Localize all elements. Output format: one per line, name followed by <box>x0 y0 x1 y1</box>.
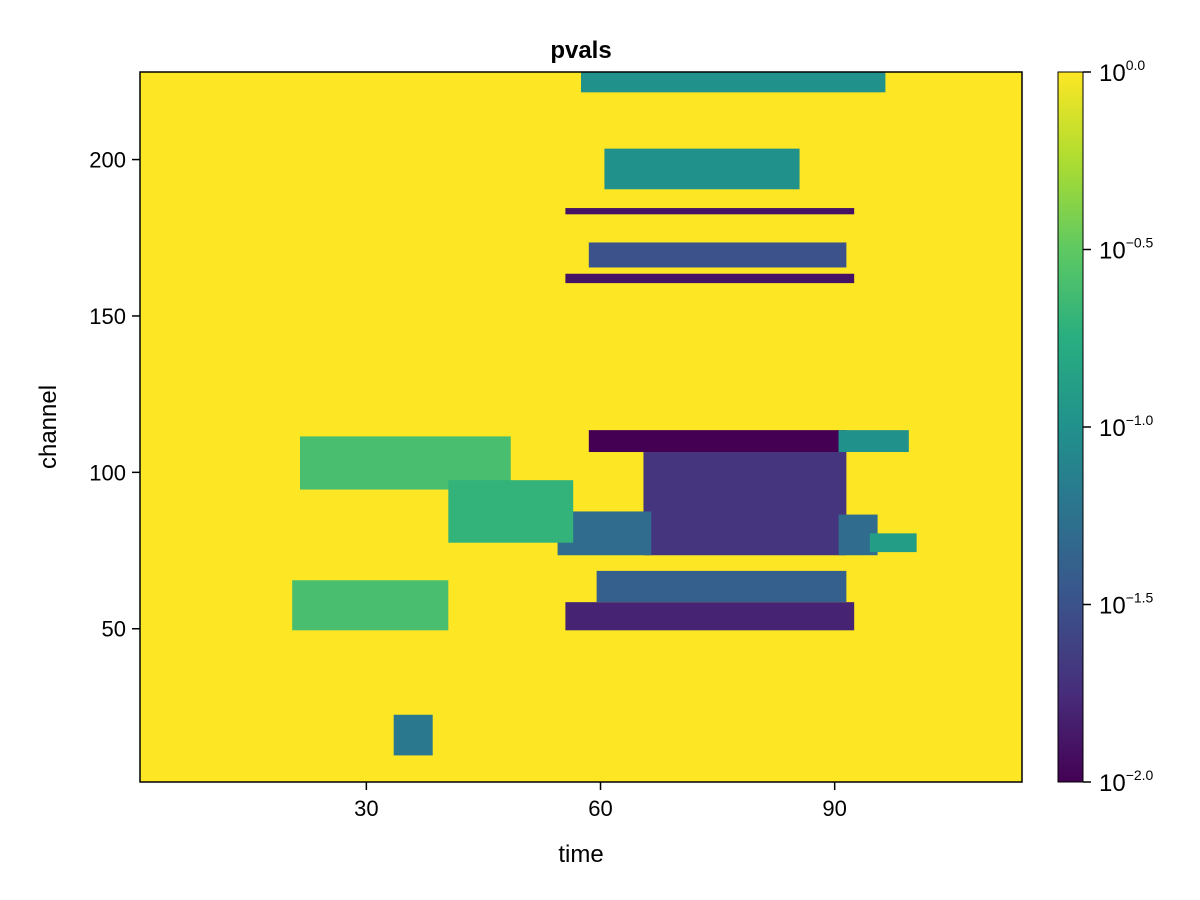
y-tick-label: 50 <box>102 617 126 642</box>
colorbar-gradient <box>1057 71 1084 783</box>
colorbar-tick-label: 10−1.5 <box>1099 590 1154 620</box>
chart-title: pvals <box>550 37 611 64</box>
heatmap-region-1 <box>588 430 847 453</box>
colorbar: 10−2.0 10−1.5 10−1.0 10−0.5 100.0 <box>1057 57 1154 797</box>
heatmap-region-16 <box>292 580 449 631</box>
y-axis: 50 100 150 200 <box>89 148 140 642</box>
colorbar-tick-label: 10−2.0 <box>1099 767 1154 797</box>
plot-area <box>139 71 1023 783</box>
colorbar-tick-label: 10−0.5 <box>1099 235 1154 265</box>
heatmap-region-10 <box>565 273 855 284</box>
heatmap-region-3 <box>643 452 847 556</box>
heatmap-region-11 <box>604 148 800 190</box>
y-tick-label: 100 <box>89 460 126 485</box>
heatmap-region-8 <box>596 570 847 603</box>
heatmap-region-17 <box>393 714 433 756</box>
x-tick-label: 30 <box>354 796 378 821</box>
y-tick-label: 200 <box>89 148 126 173</box>
heatmap-region-7 <box>565 602 855 631</box>
colorbar-tick-label: 10−1.0 <box>1099 412 1154 442</box>
plot-frame <box>139 71 1023 783</box>
heatmap-region-6 <box>869 533 917 553</box>
heatmap-region-15 <box>448 480 574 543</box>
x-axis-label: time <box>558 841 603 868</box>
x-axis: 30 60 90 <box>354 782 847 821</box>
heatmap-region-12 <box>565 208 855 215</box>
colorbar-tick-label: 100.0 <box>1099 57 1145 87</box>
heatmap-region-9 <box>588 242 847 268</box>
heatmap-background <box>140 72 1022 782</box>
x-tick-label: 60 <box>588 796 612 821</box>
heatmap-region-2 <box>838 430 909 453</box>
heatmap-region-13 <box>581 72 886 93</box>
y-axis-label: channel <box>35 385 62 469</box>
y-tick-label: 150 <box>89 304 126 329</box>
x-tick-label: 90 <box>822 796 846 821</box>
